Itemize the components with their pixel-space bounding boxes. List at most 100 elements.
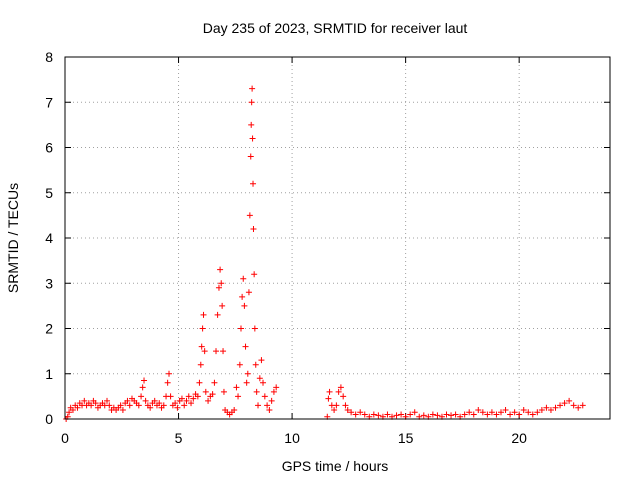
data-point xyxy=(352,411,359,418)
data-point xyxy=(511,409,518,416)
data-point xyxy=(340,393,347,400)
data-point xyxy=(538,406,545,413)
data-point xyxy=(209,391,216,398)
x-tick-label: 15 xyxy=(398,430,414,446)
data-point xyxy=(124,397,131,404)
x-tick-label: 20 xyxy=(511,430,527,446)
data-point xyxy=(106,402,113,409)
data-point xyxy=(331,406,338,413)
data-point xyxy=(200,311,207,318)
x-tick-label: 0 xyxy=(61,430,69,446)
data-point xyxy=(190,395,197,402)
data-point xyxy=(498,409,504,416)
data-point xyxy=(214,311,221,318)
data-point xyxy=(393,412,400,419)
data-point xyxy=(117,402,124,409)
data-point xyxy=(160,402,167,409)
data-point xyxy=(273,384,280,391)
data-point xyxy=(74,404,81,411)
data-point xyxy=(375,412,382,419)
data-point xyxy=(119,406,126,413)
data-points xyxy=(63,85,586,422)
x-axis-label: GPS time / hours xyxy=(282,458,389,474)
data-point xyxy=(520,406,527,413)
data-point xyxy=(205,397,212,404)
data-point xyxy=(141,377,148,384)
data-point xyxy=(507,411,514,418)
data-point xyxy=(69,406,76,413)
data-point xyxy=(178,395,185,402)
x-tick-label: 10 xyxy=(284,430,300,446)
data-point xyxy=(335,388,342,395)
y-tick-label: 2 xyxy=(45,321,53,337)
data-point xyxy=(201,348,208,355)
tick-labels: 0 5 10 15 20 0 1 2 3 4 5 6 7 8 xyxy=(45,49,527,446)
data-point xyxy=(147,404,154,411)
plot-frame xyxy=(64,56,611,420)
data-point xyxy=(357,409,364,416)
data-point xyxy=(215,284,222,291)
data-point xyxy=(235,393,242,400)
data-point xyxy=(220,388,227,395)
data-point xyxy=(484,411,491,418)
data-point xyxy=(240,275,247,282)
data-point xyxy=(213,348,220,355)
y-tick-label: 6 xyxy=(45,140,53,156)
data-point xyxy=(429,411,436,418)
data-point xyxy=(139,384,146,391)
data-point xyxy=(443,411,450,418)
data-point xyxy=(66,409,73,416)
data-point xyxy=(420,412,427,419)
data-point xyxy=(248,99,255,106)
data-point xyxy=(185,393,192,400)
data-point xyxy=(249,85,256,92)
data-point xyxy=(197,361,204,368)
data-point xyxy=(552,404,559,411)
data-point xyxy=(547,406,554,413)
data-point xyxy=(566,397,573,404)
data-point xyxy=(270,388,277,395)
data-point xyxy=(81,397,88,404)
data-point xyxy=(138,393,145,400)
data-point xyxy=(246,212,253,219)
data-point xyxy=(196,379,203,386)
data-point xyxy=(217,266,224,273)
data-point xyxy=(488,409,495,416)
data-point xyxy=(151,397,158,404)
data-point xyxy=(156,400,163,407)
data-point xyxy=(202,388,209,395)
data-point xyxy=(570,402,577,409)
data-point xyxy=(244,370,251,377)
y-tick-label: 8 xyxy=(45,49,53,65)
data-point xyxy=(251,325,258,332)
data-point xyxy=(237,325,244,332)
data-point xyxy=(475,406,482,413)
data-point xyxy=(448,412,455,419)
data-point xyxy=(411,409,418,416)
chart-title: Day 235 of 2023, SRMTID for receiver lau… xyxy=(203,20,468,36)
data-point xyxy=(211,379,218,386)
data-point xyxy=(198,343,205,350)
y-tick-label: 4 xyxy=(45,230,53,246)
data-point xyxy=(260,379,267,386)
data-point xyxy=(194,393,201,400)
grid xyxy=(65,57,610,419)
data-point xyxy=(126,402,133,409)
data-point xyxy=(252,361,259,368)
data-point xyxy=(220,348,227,355)
data-point xyxy=(248,121,255,128)
data-point xyxy=(557,402,564,409)
data-point xyxy=(166,370,173,377)
data-point xyxy=(104,397,111,404)
y-tick-label: 1 xyxy=(45,366,53,382)
data-point xyxy=(258,357,265,364)
data-point xyxy=(266,406,273,413)
data-point xyxy=(575,404,582,411)
data-point xyxy=(561,400,568,407)
data-point xyxy=(337,384,344,391)
data-point xyxy=(543,404,550,411)
data-point xyxy=(181,402,188,409)
data-point xyxy=(261,393,268,400)
data-point xyxy=(174,404,181,411)
data-point xyxy=(466,409,473,416)
